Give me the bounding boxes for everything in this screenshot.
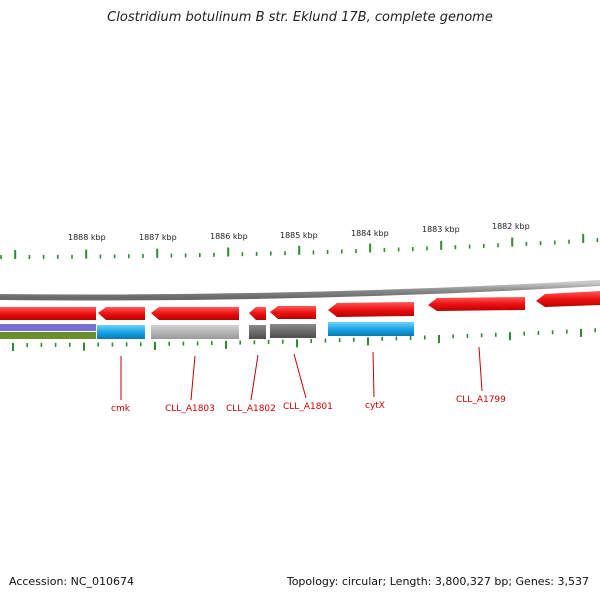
- gene-arrow[interactable]: [428, 297, 525, 311]
- gene-arrow[interactable]: [249, 307, 266, 320]
- scale-label: 1882 kbp: [492, 222, 530, 231]
- gene-label-cll-a1802[interactable]: CLL_A1802: [226, 404, 276, 414]
- gene-arrow[interactable]: [0, 307, 96, 320]
- scale-ticks-top: [0, 233, 599, 259]
- genome-summary-text: Topology: circular; Length: 3,800,327 bp…: [286, 575, 589, 588]
- track-band-olive: [0, 332, 96, 339]
- gene-box-cyan[interactable]: [97, 325, 145, 339]
- gene-box-darkgray[interactable]: [249, 325, 266, 339]
- scale-label: 1883 kbp: [422, 225, 460, 234]
- scale-label: 1887 kbp: [139, 233, 177, 242]
- gene-box-darkgray[interactable]: [270, 324, 316, 338]
- gene-label-leaders: [120, 346, 483, 401]
- scale-label: 1888 kbp: [68, 233, 106, 242]
- gene-arrow[interactable]: [536, 291, 600, 307]
- gene-arrow[interactable]: [270, 306, 316, 319]
- gene-label-cll-a1803[interactable]: CLL_A1803: [165, 404, 215, 414]
- track-band-purple: [0, 324, 96, 331]
- gene-label-cll-a1799[interactable]: CLL_A1799: [456, 395, 506, 405]
- gene-label-cmk[interactable]: cmk: [111, 404, 131, 414]
- accession-text: Accession: NC_010674: [9, 575, 135, 588]
- gene-arrow[interactable]: [98, 307, 145, 320]
- gene-box-cyan[interactable]: [328, 322, 414, 336]
- gene-track-features: [97, 322, 414, 339]
- scale-ticks-bottom: [12, 328, 597, 351]
- gene-track-forward: [0, 291, 600, 320]
- genome-backbone: [0, 280, 600, 301]
- gene-box-lightgray[interactable]: [151, 325, 239, 339]
- gene-label-cytx[interactable]: cytX: [365, 401, 385, 411]
- scale-label: 1885 kbp: [280, 231, 318, 240]
- scale-label: 1886 kbp: [210, 232, 248, 241]
- gene-arrow[interactable]: [328, 302, 414, 317]
- gene-label-cll-a1801[interactable]: CLL_A1801: [283, 402, 333, 412]
- scale-label: 1884 kbp: [351, 229, 389, 238]
- map-title: Clostridium botulinum B str. Eklund 17B,…: [107, 10, 493, 25]
- gene-arrow[interactable]: [151, 307, 239, 320]
